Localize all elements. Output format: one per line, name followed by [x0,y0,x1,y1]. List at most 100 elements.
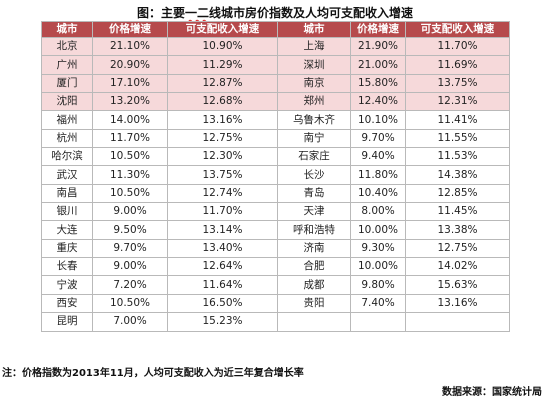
cell-income-growth-left: 13.14% [167,220,278,240]
header-city-2: 城市 [277,21,351,38]
cell-price-growth-left: 17.10% [92,73,168,94]
cell-city-right: 南京 [277,73,351,94]
table-row: 南昌 10.50% 12.74% 青岛 10.40% 12.85% [41,183,510,204]
cell-income-growth-right: 11.55% [405,128,510,149]
cell-city-left: 重庆 [41,238,93,259]
cell-income-growth-left: 13.16% [167,110,278,130]
cell-income-growth-right: 13.16% [405,293,510,314]
cell-income-growth-right: 13.38% [405,220,510,240]
cell-income-growth-right: 12.85% [405,183,510,204]
cell-price-growth-left: 9.50% [92,220,168,240]
cell-city-left: 大连 [41,220,93,240]
cell-price-growth-right: 11.80% [350,165,406,185]
cell-price-growth-right: 10.40% [350,183,406,204]
cell-city-left: 哈尔滨 [41,147,93,167]
table-row: 武汉 11.30% 13.75% 长沙 11.80% 14.38% [41,165,510,185]
cell-income-growth-left: 12.30% [167,147,278,167]
cell-income-growth-left: 12.74% [167,183,278,204]
cell-income-growth-left: 15.23% [167,312,278,332]
table-row: 西安 10.50% 16.50% 贵阳 7.40% 13.16% [41,293,510,314]
cell-city-right: 贵阳 [277,293,351,314]
cell-city-right: 深圳 [277,55,351,75]
cell-city-left: 广州 [41,55,93,75]
cell-price-growth-left: 14.00% [92,110,168,130]
cell-income-growth-left: 10.90% [167,36,278,57]
cell-city-left: 厦门 [41,73,93,94]
cell-price-growth-left: 9.00% [92,202,168,222]
table-row: 大连 9.50% 13.14% 呼和浩特 10.00% 13.38% [41,220,510,240]
cell-city-left: 银川 [41,202,93,222]
table-row: 哈尔滨 10.50% 12.30% 石家庄 9.40% 11.53% [41,147,510,167]
cell-price-growth-left: 21.10% [92,36,168,57]
cell-city-right [277,312,351,332]
cell-price-growth-left: 9.70% [92,238,168,259]
page-title: 图：主要一二线城市房价指数及人均可支配收入增速 [0,4,550,21]
cell-income-growth-left: 11.64% [167,275,278,295]
cell-price-growth-left: 10.50% [92,147,168,167]
cell-city-left: 昆明 [41,312,93,332]
title-rest: 线城市房价指数及人均可支配收入增速 [209,6,414,20]
header-city-1: 城市 [41,21,93,38]
cell-price-growth-right: 7.40% [350,293,406,314]
cell-price-growth-left: 11.30% [92,165,168,185]
cell-city-right: 呼和浩特 [277,220,351,240]
cell-income-growth-left: 16.50% [167,293,278,314]
data-table-container: 城市 价格增速 可支配收入增速 城市 价格增速 可支配收入增速 北京 21.10%… [41,21,510,332]
cell-income-growth-left: 13.40% [167,238,278,259]
cell-city-right: 南宁 [277,128,351,149]
cell-city-left: 沈阳 [41,92,93,112]
table-row: 杭州 11.70% 12.75% 南宁 9.70% 11.55% [41,128,510,149]
table-row: 宁波 7.20% 11.64% 成都 9.80% 15.63% [41,275,510,295]
cell-price-growth-left: 13.20% [92,92,168,112]
cell-city-right: 乌鲁木齐 [277,110,351,130]
table-body: 北京 21.10% 10.90% 上海 21.90% 11.70% 广州 20.90% 11.2… [41,36,510,332]
cell-income-growth-right: 11.70% [405,36,510,57]
table-row: 银川 9.00% 11.70% 天津 8.00% 11.45% [41,202,510,222]
cell-city-left: 宁波 [41,275,93,295]
table-row: 北京 21.10% 10.90% 上海 21.90% 11.70% [41,36,510,57]
table-row: 长春 9.00% 12.64% 合肥 10.00% 14.02% [41,257,510,277]
cell-city-right: 上海 [277,36,351,57]
cell-income-growth-right [405,312,510,332]
cell-city-left: 杭州 [41,128,93,149]
cell-price-growth-right [350,312,406,332]
cell-income-growth-right: 11.41% [405,110,510,130]
cell-income-growth-right: 15.63% [405,275,510,295]
cell-city-left: 武汉 [41,165,93,185]
cell-income-growth-right: 12.31% [405,92,510,112]
footnote: 注：价格指数为2013年11月，人均可支配收入为近三年复合增长率 [2,368,304,379]
cell-city-right: 天津 [277,202,351,222]
cell-price-growth-right: 10.00% [350,257,406,277]
cell-price-growth-left: 9.00% [92,257,168,277]
cell-price-growth-right: 15.80% [350,73,406,94]
cell-income-growth-left: 13.75% [167,165,278,185]
cell-income-growth-right: 11.45% [405,202,510,222]
table-row: 沈阳 13.20% 12.68% 郑州 12.40% 12.31% [41,92,510,112]
header-income-growth-2: 可支配收入增速 [405,21,510,38]
cell-city-left: 福州 [41,110,93,130]
cell-city-right: 石家庄 [277,147,351,167]
cell-income-growth-left: 12.75% [167,128,278,149]
header-price-growth-2: 价格增速 [350,21,406,38]
cell-income-growth-right: 14.38% [405,165,510,185]
cell-city-right: 合肥 [277,257,351,277]
cell-income-growth-right: 12.75% [405,238,510,259]
cell-city-right: 济南 [277,238,351,259]
data-source: 数据来源：国家统计局 [442,387,542,398]
table-header-row: 城市 价格增速 可支配收入增速 城市 价格增速 可支配收入增速 [41,21,510,38]
cell-price-growth-right: 21.00% [350,55,406,75]
cell-price-growth-right: 8.00% [350,202,406,222]
cell-price-growth-right: 21.90% [350,36,406,57]
table-row: 福州 14.00% 13.16% 乌鲁木齐 10.10% 11.41% [41,110,510,130]
title-prefix: 图：主要 [136,6,185,20]
cell-city-right: 成都 [277,275,351,295]
table-row: 昆明 7.00% 15.23% [41,312,510,332]
cell-price-growth-left: 7.00% [92,312,168,332]
cell-city-left: 长春 [41,257,93,277]
cell-price-growth-left: 20.90% [92,55,168,75]
table-row: 厦门 17.10% 12.87% 南京 15.80% 13.75% [41,73,510,94]
cell-price-growth-left: 10.50% [92,293,168,314]
table-row: 重庆 9.70% 13.40% 济南 9.30% 12.75% [41,238,510,259]
cell-income-growth-left: 11.70% [167,202,278,222]
cell-city-right: 青岛 [277,183,351,204]
